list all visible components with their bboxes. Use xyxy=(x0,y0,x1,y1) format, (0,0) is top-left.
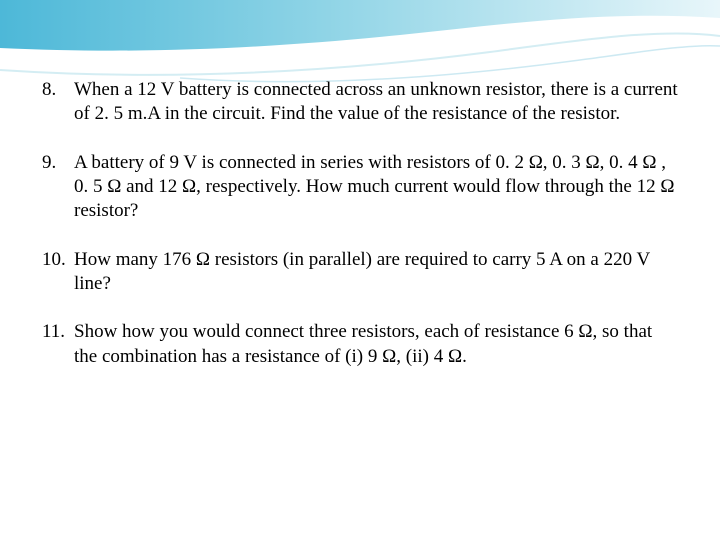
question-number: 8. xyxy=(42,78,74,127)
question-text: A battery of 9 V is connected in series … xyxy=(74,151,678,224)
question-number: 11. xyxy=(42,320,74,369)
question-number: 10. xyxy=(42,248,74,297)
decorative-wave-header xyxy=(0,0,720,90)
question-text: How many 176 Ω resistors (in parallel) a… xyxy=(74,248,678,297)
question-text: Show how you would connect three resisto… xyxy=(74,320,678,369)
questions-list: 8. When a 12 V battery is connected acro… xyxy=(42,78,678,393)
wave-svg xyxy=(0,0,720,90)
question-item: 10. How many 176 Ω resistors (in paralle… xyxy=(42,248,678,297)
question-item: 11. Show how you would connect three res… xyxy=(42,320,678,369)
question-item: 8. When a 12 V battery is connected acro… xyxy=(42,78,678,127)
question-text: When a 12 V battery is connected across … xyxy=(74,78,678,127)
question-number: 9. xyxy=(42,151,74,224)
question-item: 9. A battery of 9 V is connected in seri… xyxy=(42,151,678,224)
